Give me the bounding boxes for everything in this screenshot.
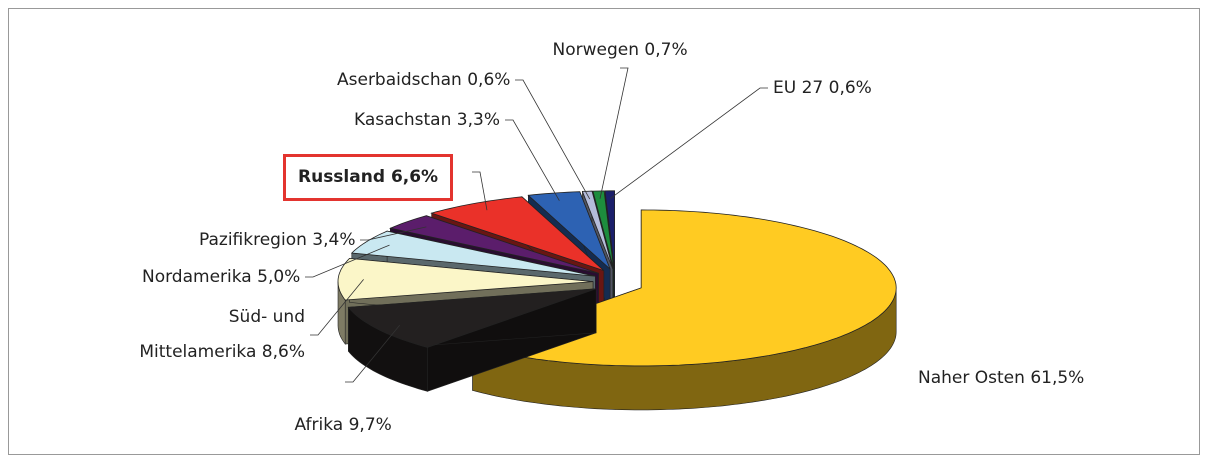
leader-line [360, 226, 427, 241]
slice-label: Afrika 9,7% [295, 408, 392, 443]
slice-label: Russland 6,6% [283, 153, 454, 201]
leader-line [505, 119, 560, 201]
leader-line [305, 244, 390, 278]
slice-label: Norwegen 0,7% [553, 33, 688, 68]
value-label: 6,6% [390, 166, 439, 187]
category-label: Russland [298, 166, 386, 187]
frame [8, 8, 1200, 455]
category-label: Aserbaidschan [337, 69, 462, 90]
slice [347, 288, 597, 392]
slice-label: Nordamerika 5,0% [142, 260, 300, 295]
slice-label: Naher Osten 61,5% [918, 361, 1084, 396]
value-label: 61,5% [1030, 367, 1085, 388]
slice-top [388, 215, 599, 274]
value-label: 0,6% [467, 69, 511, 90]
category-label: Nordamerika [142, 266, 252, 287]
value-label: 5,0% [257, 266, 301, 287]
value-label: 3,3% [456, 109, 500, 130]
slice-top [350, 230, 596, 277]
slice-top [430, 196, 605, 271]
category-label: Naher Osten [918, 367, 1025, 388]
slice-label: Aserbaidschan 0,6% [337, 63, 510, 98]
value-label: 9,7% [348, 414, 392, 435]
slice-label: Kasachstan 3,3% [354, 103, 500, 138]
slice-top [581, 190, 614, 270]
leader-line [599, 67, 629, 199]
category-label: EU 27 [773, 77, 824, 98]
value-label: 0,6% [828, 77, 872, 98]
category-label: Kasachstan [354, 109, 452, 130]
value-label: 8,6% [261, 342, 305, 362]
leader-line [515, 79, 591, 200]
category-label: Norwegen [552, 39, 640, 60]
category-label: Afrika [294, 414, 344, 435]
slice-label: EU 27 0,6% [773, 71, 872, 106]
value-label: 3,4% [312, 229, 356, 250]
slice-top [604, 190, 615, 269]
category-label: Pazifikregion [199, 229, 307, 250]
leader-line [310, 279, 364, 336]
slice-top [527, 191, 611, 270]
leader-line [345, 324, 401, 383]
category-label: Süd- und Mittelamerika [139, 307, 305, 362]
value-label: 0,7% [644, 39, 688, 60]
slice-label: Pazifikregion 3,4% [199, 223, 355, 258]
leader-line [472, 171, 488, 211]
slice-top [347, 288, 597, 348]
slice-label: Süd- und Mittelamerika 8,6% [135, 300, 305, 370]
leader-line [610, 87, 768, 199]
slice-top [592, 190, 615, 269]
